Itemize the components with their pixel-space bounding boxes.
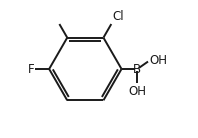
Text: OH: OH: [149, 54, 168, 67]
Text: Cl: Cl: [112, 10, 124, 23]
Text: OH: OH: [128, 85, 146, 98]
Text: B: B: [133, 63, 141, 75]
Text: F: F: [28, 63, 35, 75]
